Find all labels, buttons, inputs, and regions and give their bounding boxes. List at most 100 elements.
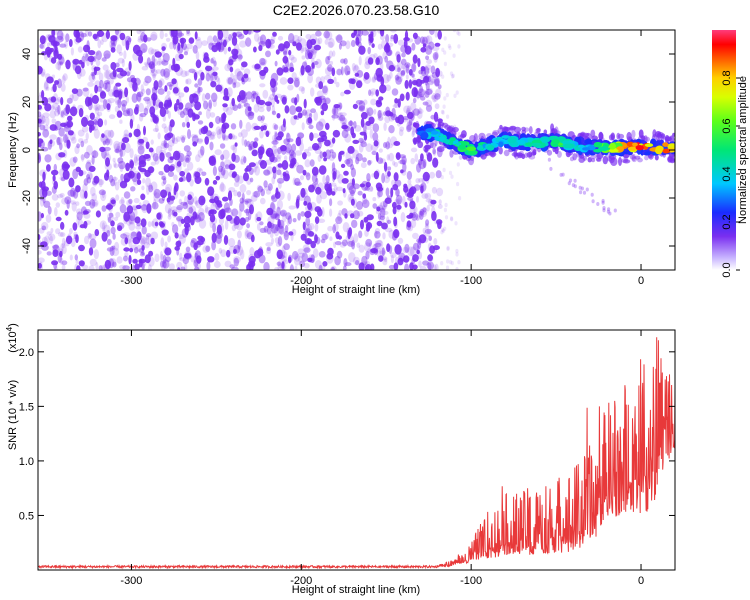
heatmap-noise-blob — [78, 244, 85, 252]
heatmap-noise-blob — [387, 166, 392, 171]
heatmap-noise-blob — [71, 88, 79, 94]
heatmap-noise-blob — [121, 142, 126, 151]
heatmap-noise-blob — [57, 194, 64, 199]
heatmap-noise-blob — [354, 64, 359, 71]
heatmap-noise-blob — [395, 116, 400, 124]
heatmap-noise-blob — [306, 239, 311, 245]
heatmap-noise-blob — [131, 166, 137, 171]
heatmap-noise-blob — [75, 201, 80, 206]
heatmap-noise-blob — [41, 90, 45, 99]
heatmap-noise-blob — [137, 38, 144, 43]
heatmap-noise-blob — [281, 255, 287, 263]
heatmap-noise-blob — [231, 224, 237, 232]
heatmap-noise-blob — [171, 221, 175, 227]
heatmap-noise-blob — [129, 118, 134, 129]
heatmap-noise-blob — [38, 138, 44, 144]
heatmap-noise-blob — [299, 142, 304, 152]
heatmap-noise-blob — [101, 264, 105, 270]
heatmap-noise-blob — [244, 198, 252, 203]
heatmap-noise-blob — [419, 210, 427, 218]
heatmap-noise-blob — [45, 214, 52, 223]
heatmap-noise-blob — [320, 265, 326, 270]
heatmap-noise-blob — [38, 65, 43, 75]
heatmap-noise-blob — [46, 49, 52, 55]
heatmap-noise-blob — [394, 98, 399, 104]
heatmap-noise-blob — [430, 199, 437, 205]
heatmap-noise-blob — [169, 156, 174, 161]
heatmap-signal-halo — [602, 155, 608, 165]
heatmap-noise-blob — [358, 45, 366, 55]
heatmap-noise-blob — [379, 217, 385, 224]
heatmap-noise-blob — [178, 53, 184, 60]
heatmap-noise-blob — [387, 143, 393, 149]
heatmap-noise-blob — [284, 225, 289, 233]
heatmap-noise-blob — [363, 72, 370, 80]
heatmap-noise-blob — [169, 84, 173, 91]
heatmap-noise-blob — [163, 164, 171, 173]
heatmap-noise-blob — [422, 171, 430, 182]
heatmap-noise-blob — [405, 107, 411, 116]
heatmap-noise-blob — [403, 185, 409, 193]
heatmap-noise-blob — [376, 189, 381, 199]
heatmap-signal-halo — [582, 190, 587, 195]
heatmap-noise-blob — [274, 237, 280, 244]
heatmap-noise-blob — [369, 128, 374, 139]
heatmap-noise-blob — [404, 201, 408, 208]
heatmap-noise-blob — [350, 156, 354, 162]
heatmap-noise-blob — [205, 72, 211, 82]
heatmap-noise-blob — [382, 200, 388, 208]
heatmap-noise-blob — [229, 55, 237, 62]
heatmap-noise-blob — [357, 30, 364, 37]
heatmap-noise-blob — [187, 128, 191, 140]
heatmap-noise-blob — [364, 186, 371, 191]
heatmap-noise-blob — [426, 229, 430, 237]
heatmap-noise-blob — [126, 199, 132, 207]
heatmap-noise-blob — [421, 39, 427, 45]
heatmap-noise-blob — [113, 35, 119, 42]
heatmap-noise-blob — [294, 201, 300, 210]
heatmap-noise-blob — [88, 233, 97, 240]
heatmap-noise-blob — [231, 54, 238, 63]
heatmap-noise-blob — [324, 181, 331, 188]
heatmap-noise-blob — [417, 110, 423, 120]
heatmap-noise-blob — [146, 99, 151, 108]
heatmap-noise-blob — [419, 85, 423, 94]
heatmap-noise-blob — [418, 159, 426, 170]
heatmap-noise-blob — [233, 244, 241, 254]
heatmap-noise-blob — [416, 163, 422, 173]
heatmap-signal-halo — [449, 149, 454, 158]
heatmap-noise-blob — [274, 156, 281, 163]
heatmap-noise-blob — [339, 114, 346, 122]
heatmap-noise-blob — [279, 77, 288, 85]
heatmap-noise-blob — [273, 212, 280, 221]
heatmap-noise-blob — [105, 157, 110, 167]
heatmap-noise-blob — [377, 109, 382, 119]
heatmap-noise-blob — [366, 214, 374, 221]
heatmap-noise-blob — [266, 247, 272, 254]
heatmap-noise-blob — [270, 223, 279, 234]
heatmap-noise-blob — [197, 78, 203, 86]
heatmap-noise-blob — [194, 263, 199, 270]
heatmap-noise-blob — [206, 130, 212, 137]
heatmap-noise-blob — [190, 238, 197, 244]
heatmap-noise-blob — [206, 130, 212, 138]
heatmap-noise-blob — [140, 204, 148, 211]
heatmap-noise-blob — [195, 51, 200, 60]
heatmap-noise-blob — [119, 119, 123, 124]
heatmap-noise-blob — [38, 261, 43, 270]
heatmap-noise-blob — [110, 35, 118, 42]
heatmap-noise-blob — [344, 262, 352, 267]
colorbar-tick-label: 0.8 — [721, 70, 733, 85]
heatmap-signal-halo — [572, 153, 577, 161]
heatmap-noise-blob — [154, 49, 160, 54]
heatmap-noise-blob — [108, 114, 116, 120]
heatmap-noise-blob — [425, 99, 433, 107]
heatmap-noise-blob — [283, 173, 290, 182]
heatmap-noise-blob — [114, 95, 121, 104]
heatmap-noise-blob — [391, 179, 396, 186]
heatmap-signal-halo — [669, 135, 675, 143]
heatmap-noise-blob — [39, 197, 45, 207]
heatmap-noise-blob — [223, 46, 228, 55]
heatmap-noise-blob — [304, 159, 311, 168]
heatmap-noise-blob — [179, 170, 186, 177]
